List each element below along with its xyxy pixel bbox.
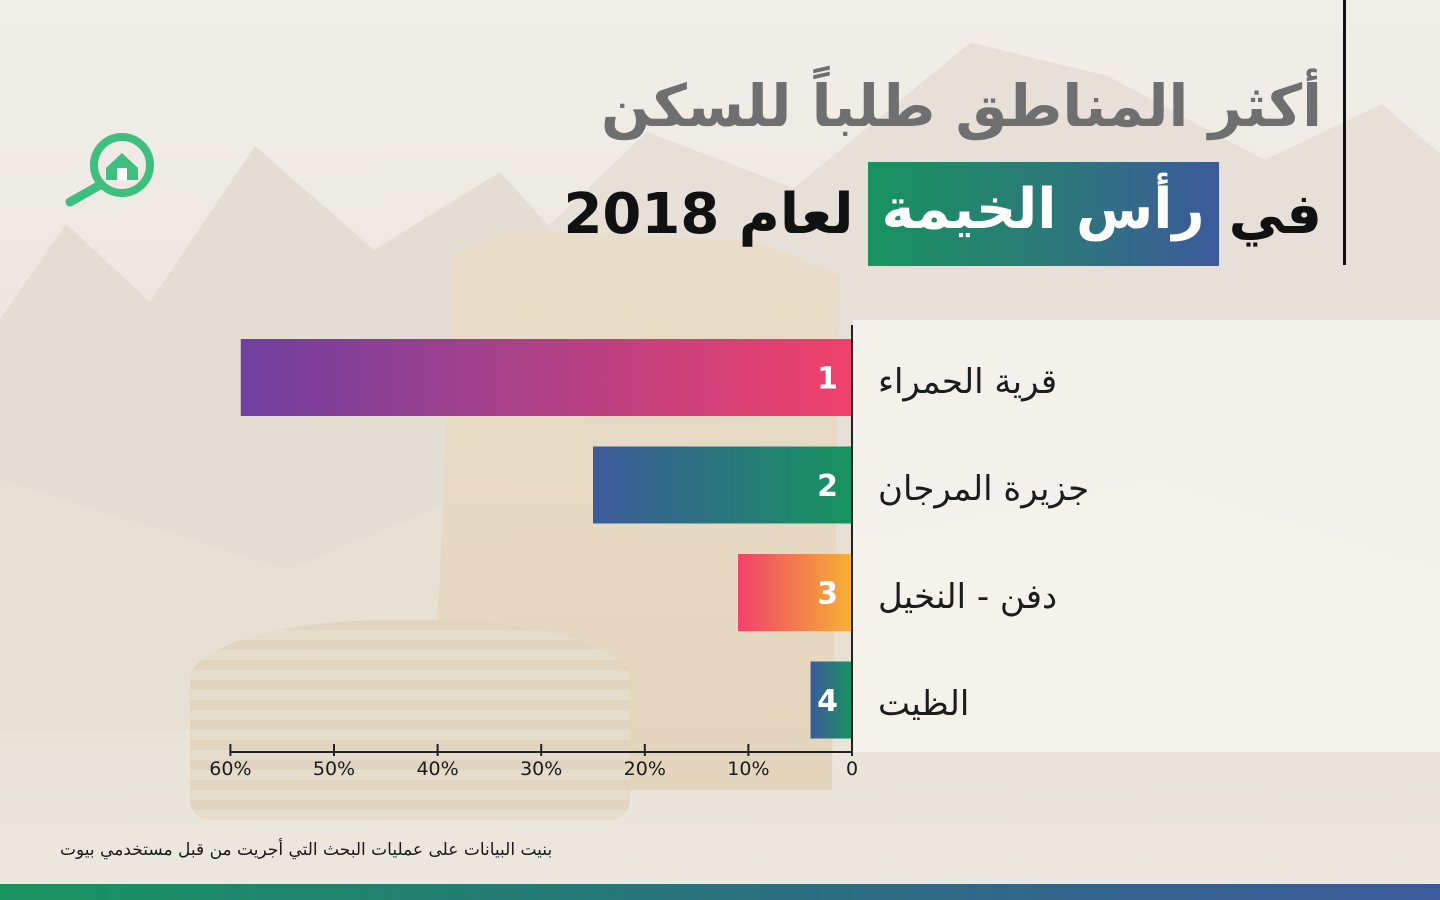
title-line-1: أكثر المناطق طلباً للسكن — [600, 72, 1322, 140]
bar-rank-label: 3 — [817, 577, 838, 612]
x-tick-label: 50% — [313, 758, 355, 780]
category-label: الظيت — [878, 684, 970, 724]
title-suffix: لعام 2018 — [563, 181, 854, 247]
x-tick-label: 0 — [846, 758, 858, 780]
house-search-icon — [62, 130, 162, 210]
fort-wall-shape — [190, 620, 630, 820]
bar-3 — [738, 554, 852, 631]
x-tick-label: 10% — [727, 758, 769, 780]
bar-2 — [593, 446, 852, 524]
labels-panel — [853, 320, 1440, 752]
bar-rank-label: 1 — [817, 362, 838, 397]
title-highlight: رأس الخيمة — [867, 162, 1219, 266]
title-prefix: في — [1228, 181, 1322, 247]
bottom-gradient-bar — [0, 884, 1440, 900]
category-label: جزيرة المرجان — [878, 469, 1090, 509]
x-tick-label: 40% — [416, 758, 458, 780]
category-label: قرية الحمراء — [878, 361, 1058, 402]
x-tick-label: 30% — [520, 758, 562, 780]
title-line-2: في رأس الخيمة لعام 2018 — [563, 162, 1322, 266]
x-tick-label: 20% — [624, 758, 666, 780]
title-divider — [1343, 0, 1346, 265]
bar-rank-label: 2 — [817, 469, 838, 504]
bar-4 — [810, 661, 852, 739]
footnote: بنيت البيانات على عمليات البحث التي أجري… — [60, 840, 553, 860]
category-label: دفن - النخيل — [878, 576, 1058, 617]
bar-rank-label: 4 — [817, 684, 838, 719]
x-tick-label: 60% — [209, 758, 251, 780]
bar-1 — [240, 339, 852, 416]
